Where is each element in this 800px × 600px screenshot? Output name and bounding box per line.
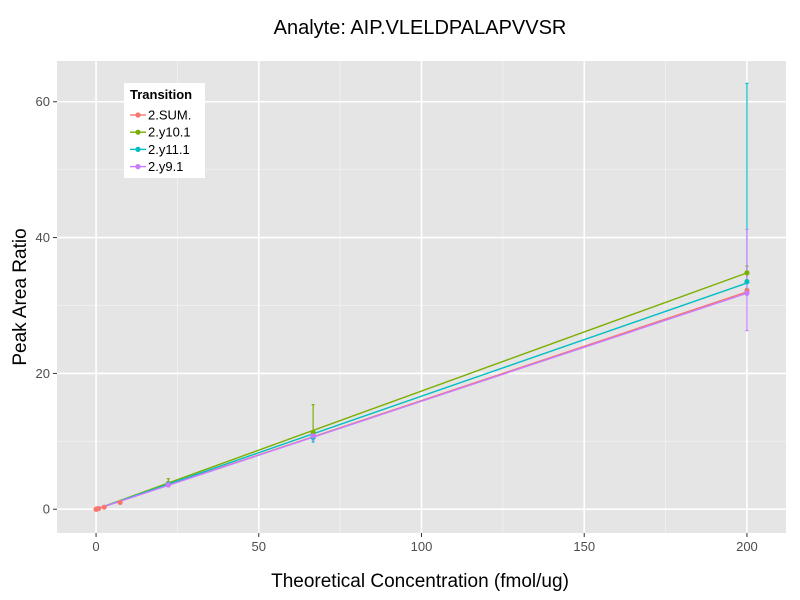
legend: Transition 2.SUM. 2.y10.1 2.y11.1 2.y9.1 bbox=[124, 83, 205, 178]
axis-ticks bbox=[53, 101, 748, 537]
legend-label: 2.y10.1 bbox=[148, 125, 191, 140]
tick-labels: 0 50 100 150 200 0 20 40 60 bbox=[36, 94, 758, 554]
fit-line-2-y10-1 bbox=[95, 272, 748, 510]
legend-item: 2.y10.1 bbox=[130, 125, 191, 140]
x-tick-label: 200 bbox=[736, 539, 758, 554]
y-axis-title: Peak Area Ratio bbox=[10, 228, 31, 365]
y-tick-label: 40 bbox=[36, 230, 50, 245]
legend-title: Transition bbox=[130, 87, 192, 102]
data-point-2-y9-1 bbox=[310, 433, 316, 439]
legend-item: 2.SUM. bbox=[130, 108, 191, 123]
data-point-2-sum bbox=[96, 505, 102, 512]
legend-label: 2.y9.1 bbox=[148, 159, 183, 174]
legend-items: 2.SUM. 2.y10.1 2.y11.1 2.y9.1 bbox=[130, 108, 191, 174]
data-point-2-sum bbox=[117, 499, 123, 506]
legend-key-point bbox=[135, 164, 141, 170]
x-tick-label: 150 bbox=[573, 539, 595, 554]
legend-label: 2.y11.1 bbox=[148, 142, 190, 157]
x-tick-label: 0 bbox=[92, 539, 99, 554]
y-tick-label: 0 bbox=[43, 502, 50, 517]
data-point-2-y9-1 bbox=[165, 482, 171, 488]
legend-item: 2.y11.1 bbox=[130, 142, 190, 157]
legend-label: 2.SUM. bbox=[148, 108, 191, 123]
legend-key-point bbox=[135, 146, 141, 152]
data-point-2-y10-1 bbox=[744, 270, 750, 276]
x-tick-label: 50 bbox=[252, 539, 266, 554]
data-points bbox=[93, 270, 750, 512]
fit-line-2-y11-1 bbox=[95, 282, 748, 510]
x-tick-label: 100 bbox=[411, 539, 433, 554]
legend-item: 2.y9.1 bbox=[130, 159, 183, 174]
x-axis-title: Theoretical Concentration (fmol/ug) bbox=[271, 571, 569, 592]
chart-title: Analyte: AIP.VLELDPALAPVVSR bbox=[274, 17, 567, 39]
legend-key-point bbox=[135, 112, 141, 118]
y-tick-label: 20 bbox=[36, 366, 50, 381]
y-tick-label: 60 bbox=[36, 94, 50, 109]
data-point-2-y9-1 bbox=[744, 290, 750, 296]
data-point-2-y11-1 bbox=[744, 279, 750, 285]
legend-key-point bbox=[135, 129, 141, 135]
data-point-2-sum bbox=[101, 504, 107, 510]
fit-line-2-y9-1 bbox=[95, 292, 748, 510]
fit-lines bbox=[95, 272, 748, 510]
